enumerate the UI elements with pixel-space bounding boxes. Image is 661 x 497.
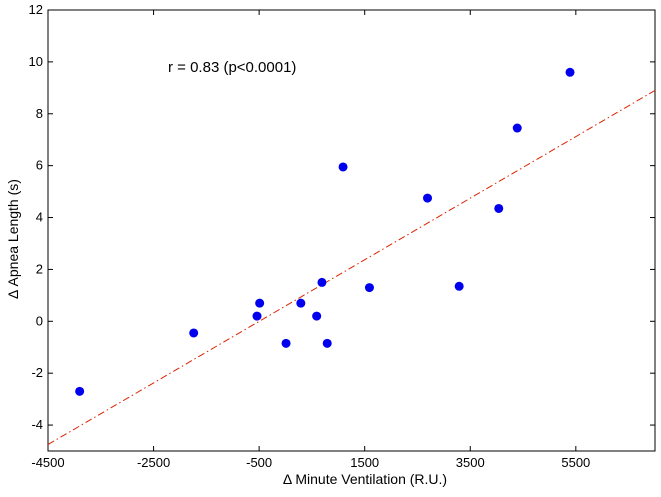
y-tick-label: 12 bbox=[29, 2, 43, 17]
data-point bbox=[454, 281, 464, 291]
data-point bbox=[494, 203, 504, 213]
data-point bbox=[317, 277, 327, 287]
x-tick-label: -500 bbox=[246, 455, 272, 470]
y-tick-label: 4 bbox=[36, 210, 43, 225]
data-point bbox=[338, 162, 348, 172]
correlation-annotation: r = 0.83 (p<0.0001) bbox=[168, 59, 296, 76]
x-tick-label: 5500 bbox=[561, 455, 590, 470]
x-tick-label: -4500 bbox=[31, 455, 64, 470]
regression-fit-line bbox=[47, 89, 656, 445]
data-point bbox=[312, 311, 322, 321]
data-point bbox=[189, 328, 199, 338]
y-tick-label: 8 bbox=[36, 106, 43, 121]
data-point bbox=[423, 193, 433, 203]
y-tick-label: -2 bbox=[31, 365, 43, 380]
y-tick-label: 6 bbox=[36, 158, 43, 173]
data-point bbox=[322, 338, 332, 348]
x-tick-label: -2500 bbox=[137, 455, 170, 470]
data-point bbox=[296, 298, 306, 308]
data-point bbox=[364, 283, 374, 293]
y-axis-label: Δ Apnea Length (s) bbox=[5, 179, 21, 299]
points-layer bbox=[75, 67, 575, 396]
data-point bbox=[512, 123, 522, 133]
y-tick-label: -4 bbox=[31, 417, 43, 432]
plot-area-frame bbox=[47, 9, 656, 452]
ticks-layer: -4500 -2500 -500 1500 3500 5500 -4 -2 0 2 4 6 8 10 12 bbox=[29, 2, 655, 470]
data-point bbox=[565, 67, 575, 77]
data-point bbox=[255, 298, 265, 308]
data-point bbox=[281, 338, 291, 348]
y-tick-label: 2 bbox=[36, 261, 43, 276]
y-tick-label: 0 bbox=[36, 313, 43, 328]
data-point bbox=[252, 311, 262, 321]
fit-line-layer bbox=[47, 89, 656, 445]
data-point bbox=[75, 386, 85, 396]
x-tick-label: 3500 bbox=[456, 455, 485, 470]
x-tick-label: 1500 bbox=[350, 455, 379, 470]
y-tick-label: 10 bbox=[29, 54, 43, 69]
x-axis-label: Δ Minute Ventilation (R.U.) bbox=[283, 471, 447, 487]
